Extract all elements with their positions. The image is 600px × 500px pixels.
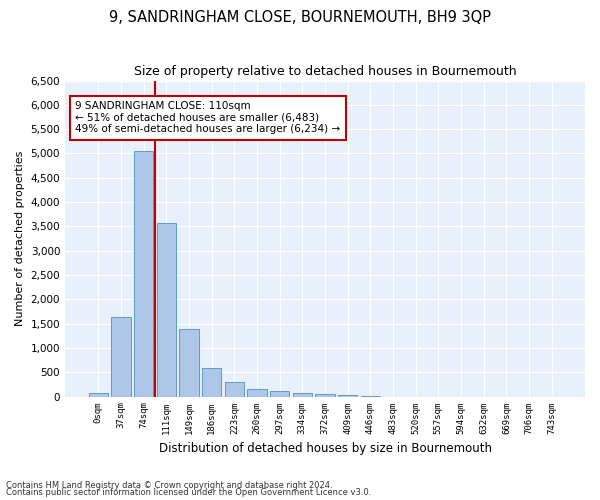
Bar bbox=[179, 329, 199, 396]
Bar bbox=[270, 391, 289, 396]
Bar bbox=[338, 395, 358, 396]
Bar bbox=[293, 392, 312, 396]
Bar bbox=[225, 382, 244, 396]
Bar bbox=[202, 368, 221, 396]
Title: Size of property relative to detached houses in Bournemouth: Size of property relative to detached ho… bbox=[134, 65, 517, 78]
Text: Contains public sector information licensed under the Open Government Licence v3: Contains public sector information licen… bbox=[6, 488, 371, 497]
Bar bbox=[89, 393, 108, 396]
Text: 9 SANDRINGHAM CLOSE: 110sqm
← 51% of detached houses are smaller (6,483)
49% of : 9 SANDRINGHAM CLOSE: 110sqm ← 51% of det… bbox=[76, 101, 341, 134]
X-axis label: Distribution of detached houses by size in Bournemouth: Distribution of detached houses by size … bbox=[158, 442, 491, 455]
Bar bbox=[112, 318, 131, 396]
Text: Contains HM Land Registry data © Crown copyright and database right 2024.: Contains HM Land Registry data © Crown c… bbox=[6, 480, 332, 490]
Y-axis label: Number of detached properties: Number of detached properties bbox=[15, 151, 25, 326]
Bar bbox=[316, 394, 335, 396]
Text: 9, SANDRINGHAM CLOSE, BOURNEMOUTH, BH9 3QP: 9, SANDRINGHAM CLOSE, BOURNEMOUTH, BH9 3… bbox=[109, 10, 491, 25]
Bar bbox=[247, 390, 266, 396]
Bar bbox=[157, 222, 176, 396]
Bar bbox=[134, 150, 153, 396]
